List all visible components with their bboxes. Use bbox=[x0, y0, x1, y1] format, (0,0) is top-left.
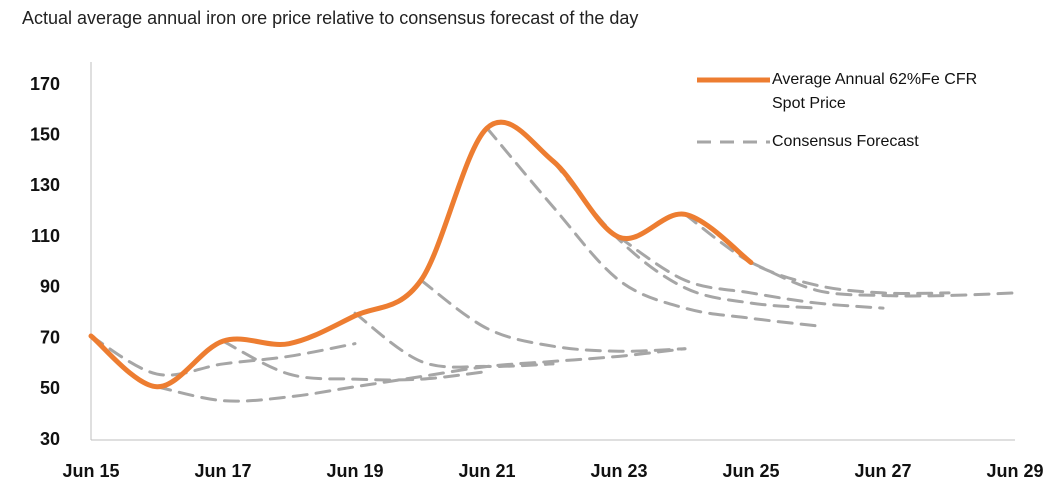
y-tick-label: 110 bbox=[31, 226, 60, 246]
forecast-line bbox=[419, 278, 687, 353]
forecast-line bbox=[683, 212, 951, 295]
forecast-line bbox=[485, 126, 819, 328]
legend-label: Consensus Forecast bbox=[772, 133, 919, 150]
chart-title: Actual average annual iron ore price rel… bbox=[22, 8, 639, 28]
legend-label: Average Annual 62%Fe CFR Spot Price bbox=[772, 71, 978, 112]
x-tick-label: Jun 25 bbox=[722, 461, 779, 481]
y-tick-label: 170 bbox=[30, 74, 60, 94]
forecast-line bbox=[89, 334, 357, 377]
y-tick-label: 50 bbox=[40, 378, 60, 398]
forecast-line bbox=[551, 159, 819, 310]
x-tick-label: Jun 15 bbox=[62, 461, 119, 481]
y-tick-label: 70 bbox=[40, 327, 60, 347]
x-tick-label: Jun 23 bbox=[590, 461, 647, 481]
x-tick-label: Jun 19 bbox=[326, 461, 383, 481]
x-tick-label: Jun 27 bbox=[854, 461, 911, 481]
actual-line bbox=[88, 119, 754, 390]
forecast-line bbox=[353, 311, 555, 369]
y-tick-label: 130 bbox=[30, 175, 60, 195]
y-tick-label: 90 bbox=[40, 277, 60, 297]
y-tick-label: 150 bbox=[30, 124, 60, 144]
x-tick-label: Jun 17 bbox=[194, 461, 251, 481]
forecast-line bbox=[221, 339, 489, 382]
forecast-line bbox=[749, 261, 1017, 298]
y-tick-label: 30 bbox=[40, 429, 60, 449]
x-tick-label: Jun 21 bbox=[458, 461, 515, 481]
x-tick-label: Jun 29 bbox=[986, 461, 1043, 481]
forecast-line bbox=[155, 347, 687, 403]
forecast-line bbox=[617, 235, 885, 310]
